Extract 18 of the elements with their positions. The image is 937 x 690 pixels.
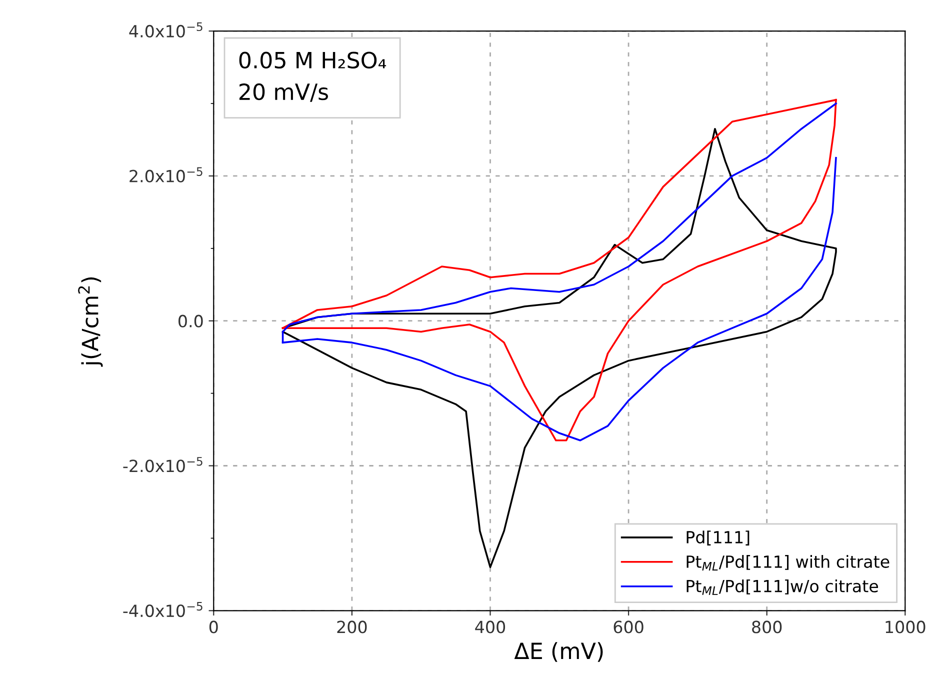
x-axis-title: ΔE (mV) — [514, 642, 603, 662]
y-tick-label: 0.0 — [178, 314, 203, 328]
y-tick-label: -2.0x10$^{−5}$ — [123, 457, 202, 472]
annotation: 0.05 M H₂SO₄ — [239, 52, 386, 69]
x-tick-label: 1000 — [886, 620, 926, 634]
legend-label: Pt$_{ML}$/Pd[111]w/o citrate — [686, 580, 878, 595]
legend-label: Pd[111] — [686, 530, 750, 546]
y-tick-label: 2.0x10$^{−5}$ — [130, 167, 202, 182]
y-axis-title: j(A/cm$^{2}$) — [78, 277, 103, 367]
x-tick-label: 200 — [337, 620, 367, 634]
y-tick-label: 4.0x10$^{−5}$ — [129, 22, 202, 38]
x-tick-label: 0 — [209, 620, 218, 634]
legend-label: Pt$_{ML}$/Pd[111] with citrate — [686, 555, 890, 570]
annotation: 20 mV/s — [239, 83, 328, 102]
x-tick-label: 800 — [752, 620, 782, 634]
y-tick-label: -4.0x10$^{−5}$ — [123, 602, 202, 618]
x-tick-label: 600 — [614, 620, 644, 634]
x-tick-label: 400 — [475, 620, 506, 634]
